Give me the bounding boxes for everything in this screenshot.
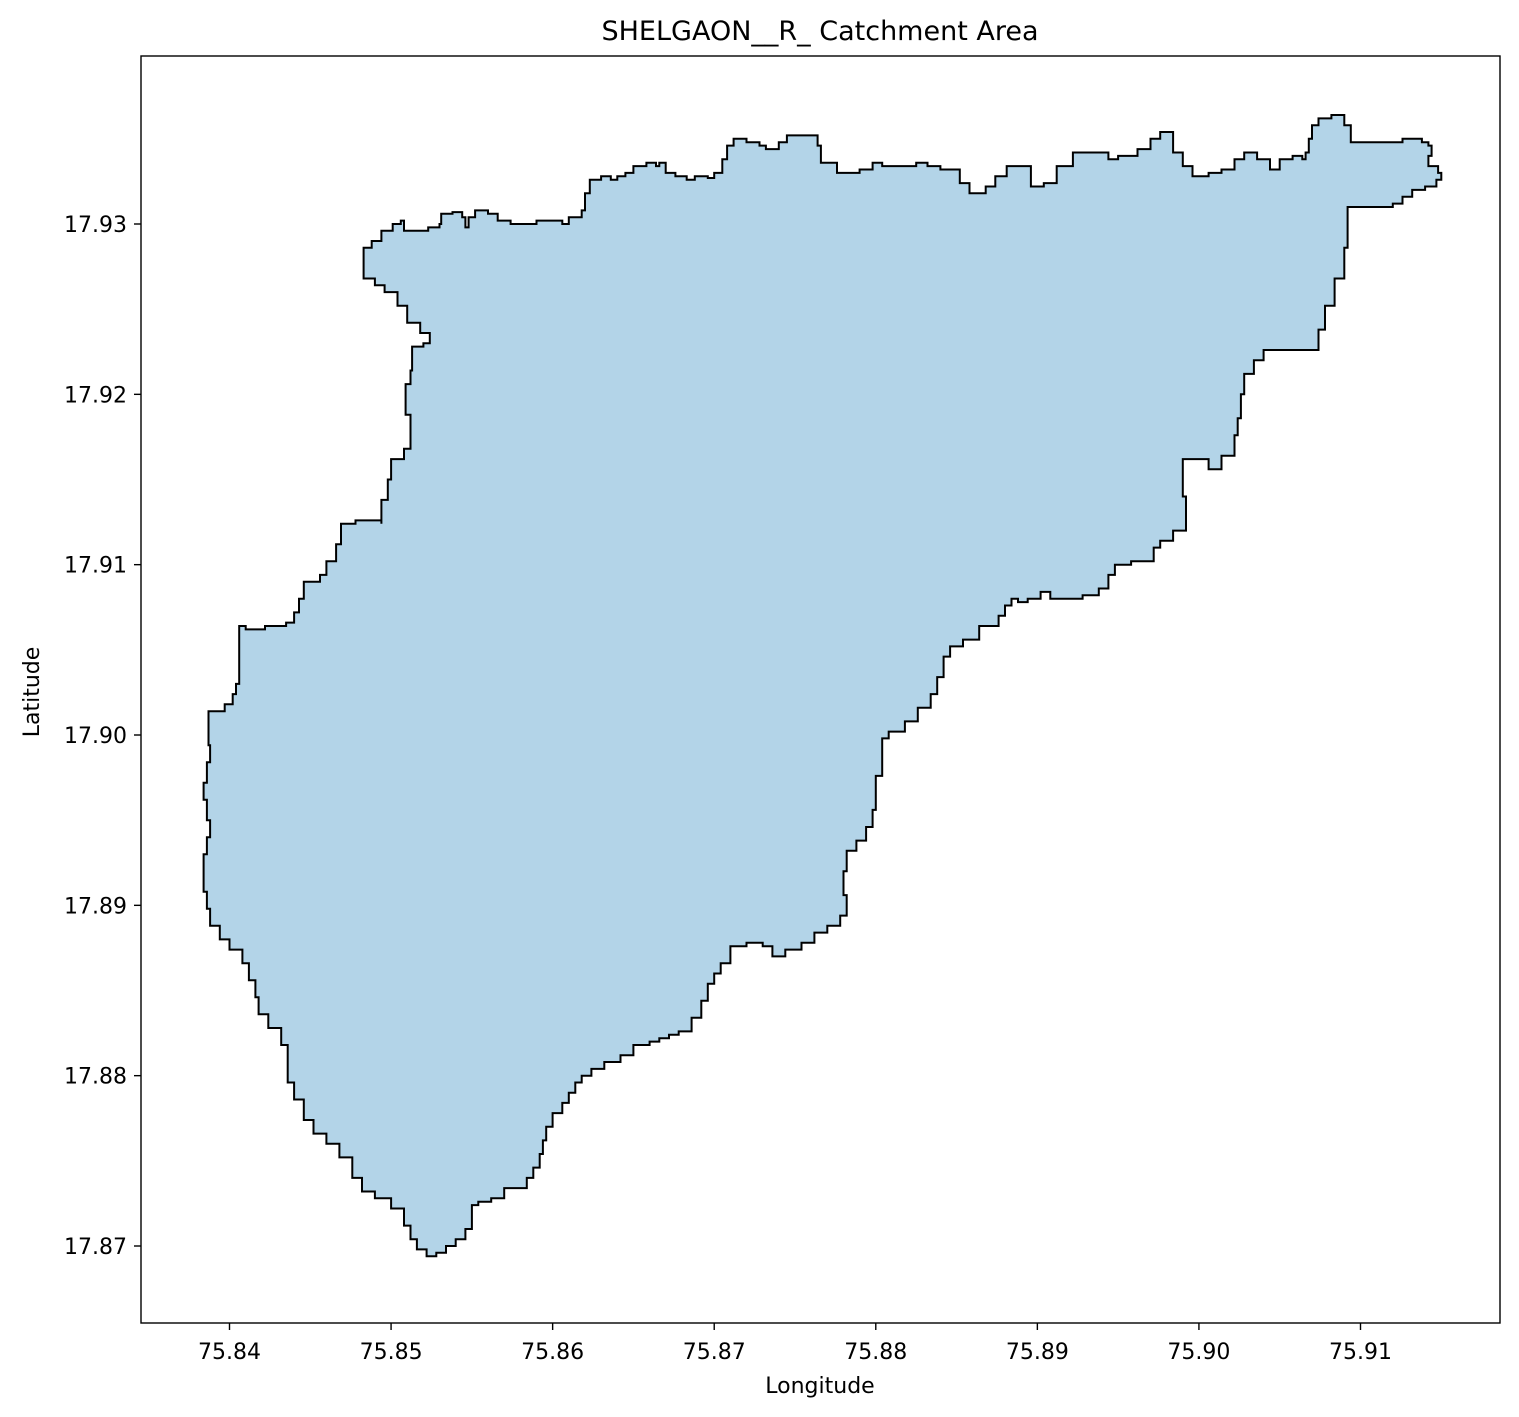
y-tick-label: 17.88 <box>64 1065 127 1090</box>
x-tick-label: 75.88 <box>844 1340 907 1365</box>
y-tick-label: 17.87 <box>64 1235 127 1260</box>
x-tick-label: 75.86 <box>521 1340 584 1365</box>
y-axis-label: Latitude <box>20 647 45 738</box>
y-tick-label: 17.93 <box>64 213 127 238</box>
catchment-polygon <box>202 114 1443 1258</box>
x-tick-label: 75.85 <box>360 1340 423 1365</box>
y-tick-label: 17.89 <box>64 894 127 919</box>
y-axis-ticks: 17.87 17.88 17.89 17.90 17.91 17.92 17.93 <box>64 213 141 1260</box>
x-tick-label: 75.90 <box>1167 1340 1230 1365</box>
catchment-layer <box>202 114 1443 1258</box>
y-tick-label: 17.90 <box>64 724 127 749</box>
x-axis-label: Longitude <box>765 1374 874 1399</box>
chart-title: SHELGAON__R_ Catchment Area <box>601 16 1038 47</box>
y-tick-label: 17.92 <box>64 383 127 408</box>
x-axis-ticks: 75.84 75.85 75.86 75.87 75.88 75.89 75.90 75.91 <box>198 1323 1392 1365</box>
x-tick-label: 75.87 <box>683 1340 746 1365</box>
y-tick-label: 17.91 <box>64 554 127 579</box>
x-tick-label: 75.89 <box>1006 1340 1069 1365</box>
x-tick-label: 75.84 <box>198 1340 261 1365</box>
x-tick-label: 75.91 <box>1329 1340 1392 1365</box>
plot-frame <box>140 55 1501 1324</box>
